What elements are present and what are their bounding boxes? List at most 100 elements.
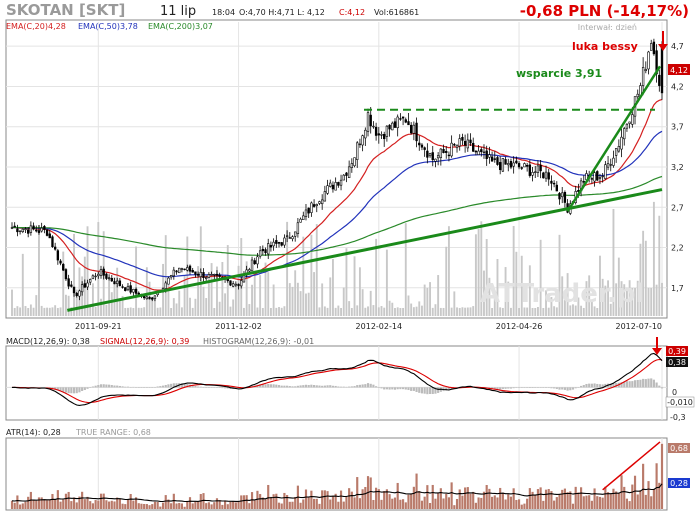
volume-bar <box>380 306 383 316</box>
candle-body <box>515 160 518 164</box>
macd-value: 0,38 <box>668 358 686 367</box>
candle-body <box>542 172 545 179</box>
volume-bar <box>294 270 297 316</box>
volume-bar <box>315 224 318 316</box>
volume-bar <box>404 223 407 316</box>
candle <box>547 168 550 186</box>
candle <box>13 222 16 228</box>
true-range-bar <box>625 498 629 509</box>
candle <box>320 194 324 210</box>
candle-body <box>612 157 615 166</box>
candle <box>531 166 534 182</box>
candle <box>27 227 30 238</box>
true-range-bar <box>520 504 523 509</box>
volume-bar <box>402 307 405 316</box>
volume-bar <box>369 290 372 316</box>
candle-body <box>623 128 626 140</box>
candle-body <box>353 157 356 167</box>
volume-bar <box>62 251 65 316</box>
true-range-bar <box>124 504 127 509</box>
candle-body <box>463 141 467 146</box>
candle-body <box>550 180 553 184</box>
volume-bar <box>323 306 326 316</box>
macd-histogram-bar <box>369 383 372 388</box>
candle <box>401 116 405 126</box>
volume-bar <box>442 307 445 316</box>
header-date: 11 lip <box>160 4 196 19</box>
volume-bar <box>599 255 601 316</box>
true-range-bar <box>385 489 388 509</box>
true-range-bar <box>431 484 434 509</box>
true-range-bar <box>105 500 108 509</box>
candle <box>183 268 186 271</box>
volume-bar <box>431 307 434 316</box>
volume-bar <box>302 236 305 316</box>
candle-body <box>240 280 243 287</box>
volume-bar <box>412 307 415 316</box>
true-range-bar <box>45 500 49 509</box>
macd-histogram-bar <box>350 386 353 388</box>
candle-body <box>29 225 33 233</box>
candle <box>296 218 300 238</box>
true-range-bar <box>631 484 634 509</box>
candle <box>264 247 267 256</box>
candle-body <box>369 114 372 127</box>
true-range-bar <box>99 493 103 509</box>
candle <box>48 230 51 239</box>
macd-histogram-bar <box>544 387 548 388</box>
volume-bar <box>59 307 62 316</box>
candle-body <box>27 229 30 234</box>
true-range-bar <box>636 494 639 509</box>
last-price-tag <box>668 64 690 75</box>
candle-body <box>331 184 335 190</box>
macd-histogram-bar <box>356 385 359 388</box>
true-range-bar <box>496 497 499 509</box>
candle <box>428 152 432 158</box>
candle <box>75 291 78 298</box>
candle <box>515 156 518 165</box>
volume-bar <box>391 302 394 316</box>
true-range-bar <box>482 491 486 509</box>
volume-bar <box>356 305 359 316</box>
candle <box>207 272 211 278</box>
candle-body <box>315 204 318 207</box>
macd-histogram-bar <box>105 384 108 388</box>
candle-body <box>188 265 192 272</box>
candle-body <box>89 279 92 283</box>
true-range-bar <box>652 488 655 509</box>
macd-histogram-bar <box>221 387 224 389</box>
true-range-bar <box>180 503 183 509</box>
candle <box>614 148 618 163</box>
candle-body <box>264 249 267 254</box>
candle-body <box>312 204 316 207</box>
true-range-bar <box>345 496 348 509</box>
candle <box>652 38 656 56</box>
candle <box>107 274 111 281</box>
true-range-bar <box>264 499 267 509</box>
true-range-bar <box>72 497 76 509</box>
candle-body <box>385 125 389 137</box>
candle-body <box>250 259 254 272</box>
volume-bar <box>652 201 655 316</box>
true-range-bar <box>644 494 647 509</box>
macd-histogram-bar <box>207 387 210 388</box>
macd-histogram-bar <box>366 383 370 388</box>
volume-bar <box>213 307 216 316</box>
candle <box>593 169 596 187</box>
candle <box>194 271 197 278</box>
macd-histogram-bar <box>431 387 434 395</box>
volume-bar <box>89 306 92 316</box>
candle-body <box>234 283 238 286</box>
volume-bar <box>189 297 191 316</box>
true-range-bar <box>267 484 270 509</box>
volume-bar <box>553 306 556 316</box>
candle-body <box>614 148 618 156</box>
macd-histogram-bar <box>590 383 593 388</box>
macd-histogram-bar <box>194 385 197 388</box>
true-range-bar <box>223 500 227 509</box>
macd-histogram-bar <box>364 384 367 388</box>
candle-body <box>490 156 494 162</box>
true-range-bar <box>312 498 316 509</box>
candle <box>658 69 661 92</box>
macd-histogram-bar <box>623 381 626 388</box>
